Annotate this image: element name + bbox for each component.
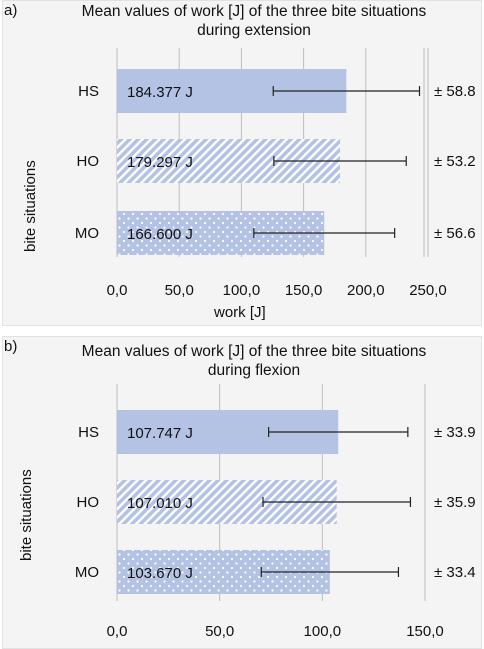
chart-title-line1: Mean values of work [J] of the three bit… bbox=[81, 343, 427, 360]
panel-letter: a) bbox=[4, 2, 18, 19]
x-tick-label: 100,0 bbox=[304, 623, 342, 640]
bar-chart-extension: 0,0 50,0 100,0 150,0 200,0 250,0 HS 184.377 J ± … bbox=[75, 48, 476, 299]
panel-letter: b) bbox=[4, 338, 18, 355]
bar-value-label: 103.670 J bbox=[127, 565, 193, 582]
sd-label: ± 58.8 bbox=[434, 83, 476, 100]
x-tick-label: 150,0 bbox=[406, 623, 444, 640]
category-label: HO bbox=[77, 494, 100, 511]
x-tick-label: 150,0 bbox=[285, 282, 323, 299]
category-label: MO bbox=[75, 225, 99, 242]
chart-panel-extension: a) Mean values of work [J] of the three … bbox=[2, 0, 482, 326]
category-label: MO bbox=[75, 564, 99, 581]
chart-title-line1: Mean values of work [J] of the three bit… bbox=[81, 3, 427, 20]
bar-value-label: 166.600 J bbox=[127, 226, 193, 243]
category-label: HS bbox=[78, 424, 99, 441]
sd-label: ± 33.4 bbox=[434, 564, 476, 581]
category-label: HS bbox=[78, 83, 99, 100]
x-tick-label: 0,0 bbox=[107, 282, 128, 299]
bar-value-label: 107.747 J bbox=[127, 425, 193, 442]
bar-chart-flexion: 0,0 50,0 100,0 150,0 HS 107.747 J ± 33.9 HO 107.… bbox=[75, 384, 476, 640]
chart-title-line2: during flexion bbox=[207, 362, 301, 379]
x-tick-label: 50,0 bbox=[165, 282, 194, 299]
sd-label: ± 56.6 bbox=[434, 225, 476, 242]
x-tick-label: 100,0 bbox=[223, 282, 261, 299]
chart-panel-flexion: b) Mean values of work [J] of the three … bbox=[0, 336, 484, 649]
chart-title-line2: during extension bbox=[197, 22, 311, 39]
category-label: HO bbox=[77, 153, 100, 170]
x-axis-label: work [J] bbox=[214, 304, 266, 321]
sd-label: ± 33.9 bbox=[434, 424, 476, 441]
x-tick-label: 50,0 bbox=[205, 623, 234, 640]
bar-value-label: 179.297 J bbox=[127, 154, 193, 171]
x-tick-label: 0,0 bbox=[107, 623, 128, 640]
x-tick-label: 250,0 bbox=[409, 282, 447, 299]
bar-value-label: 107.010 J bbox=[127, 495, 193, 512]
bar-value-label: 184.377 J bbox=[127, 84, 193, 101]
sd-label: ± 53.2 bbox=[434, 153, 476, 170]
x-tick-label: 200,0 bbox=[347, 282, 385, 299]
sd-label: ± 35.9 bbox=[434, 494, 476, 511]
